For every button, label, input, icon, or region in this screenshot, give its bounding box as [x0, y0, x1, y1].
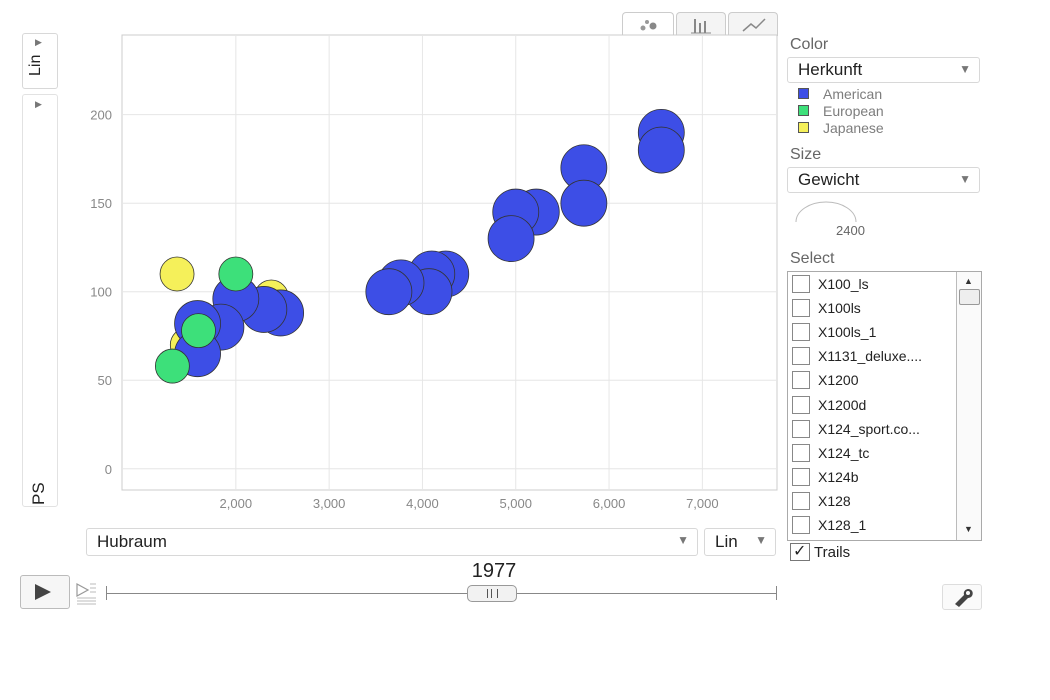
y-tick-label: 0: [105, 462, 112, 477]
tab-line-chart[interactable]: [728, 12, 778, 36]
y-tick-label: 100: [90, 285, 112, 300]
bubble-european[interactable]: [154, 348, 190, 384]
x-tick-label: 2,000: [220, 496, 253, 511]
trails-checkbox[interactable]: ✓: [790, 543, 810, 561]
list-item-checkbox[interactable]: [792, 443, 810, 462]
tab-bar-chart[interactable]: [676, 12, 726, 36]
y-tick-label: 150: [90, 196, 112, 211]
legend-swatch: [798, 122, 809, 133]
y-axis-select[interactable]: ▶ PS: [22, 94, 58, 507]
x-scale-label: Lin: [715, 532, 738, 551]
wrench-icon: [955, 589, 973, 607]
list-item-label: X1200d: [818, 396, 867, 413]
y-tick-label: 50: [98, 373, 112, 388]
time-slider-start-tick: [106, 586, 107, 600]
legend-label: European: [823, 103, 884, 119]
legend-label: Japanese: [823, 120, 884, 136]
bubble-american[interactable]: [637, 126, 685, 174]
time-slider-handle[interactable]: [467, 585, 517, 602]
list-item-label: X128_1: [818, 517, 867, 533]
list-item-label: X128: [818, 492, 851, 509]
list-item-checkbox[interactable]: [792, 491, 810, 510]
list-item-checkbox[interactable]: [792, 323, 810, 342]
chevron-down-icon: ▼: [959, 62, 971, 76]
chevron-down-icon: ▼: [959, 172, 971, 186]
legend-swatch: [798, 88, 809, 99]
scroll-thumb[interactable]: [959, 289, 980, 305]
y-tick-label: 200: [90, 108, 112, 123]
scatter-chart[interactable]: 2,000 3,000 4,000 5,000 6,000 7,000 0 50 100 150 2…: [0, 0, 790, 520]
list-item-checkbox[interactable]: [792, 516, 810, 534]
bar-chart-icon: [691, 19, 711, 34]
size-select[interactable]: Gewicht ▼: [787, 167, 980, 193]
list-item-label: X1131_deluxe....: [818, 348, 923, 365]
list-item-label: X100_ls: [818, 276, 869, 292]
list-item-label: X100ls_1: [818, 324, 877, 341]
bubble-japanese[interactable]: [159, 256, 195, 292]
list-item-label: X1200: [818, 372, 859, 389]
list-item-label: X124b: [818, 468, 859, 485]
x-axis-label: Hubraum: [97, 532, 167, 551]
scroll-down-icon[interactable]: ▼: [964, 524, 973, 534]
play-icon: [35, 584, 51, 600]
bubble-european[interactable]: [218, 256, 254, 292]
bubble-european[interactable]: [181, 313, 216, 349]
scroll-up-icon[interactable]: ▲: [964, 276, 973, 286]
bubble-american[interactable]: [487, 215, 535, 262]
list-item-checkbox[interactable]: [792, 299, 810, 318]
size-legend-value: 2400: [836, 223, 865, 238]
chevron-down-icon: ▼: [677, 533, 689, 547]
bubble-american[interactable]: [365, 268, 413, 316]
list-item-label: X124_tc: [818, 444, 870, 461]
legend-label: American: [823, 86, 883, 102]
play-button[interactable]: [20, 575, 70, 609]
list-item-checkbox[interactable]: [792, 467, 810, 486]
speed-control[interactable]: [74, 580, 100, 606]
chevron-right-icon: ▶: [35, 99, 42, 109]
x-tick-label: 6,000: [593, 496, 626, 511]
x-tick-label: 3,000: [313, 496, 346, 511]
select-panel-title: Select: [790, 250, 835, 267]
trails-label: Trails: [814, 544, 851, 561]
grip-icon: [491, 589, 492, 598]
line-chart-icon: [742, 18, 766, 32]
size-select-value: Gewicht: [798, 170, 860, 189]
list-item-checkbox[interactable]: [792, 347, 810, 366]
settings-button[interactable]: [942, 584, 982, 610]
list-item-label: X100ls: [818, 300, 861, 317]
x-tick-label: 5,000: [499, 496, 532, 511]
bubble-chart-icon: [640, 20, 657, 31]
x-scale-select[interactable]: Lin ▼: [704, 528, 776, 556]
grip-icon: [487, 589, 498, 598]
color-select-value: Herkunft: [798, 60, 863, 79]
time-slider-track[interactable]: [106, 593, 777, 594]
y-scale-select[interactable]: Lin ▶: [22, 33, 58, 89]
size-panel-title: Size: [790, 146, 822, 163]
list-item-checkbox[interactable]: [792, 395, 810, 414]
size-legend-arc: [795, 201, 857, 223]
tab-bubble-chart[interactable]: [622, 12, 674, 36]
list-item-checkbox[interactable]: [792, 275, 810, 293]
checkmark-icon: ✓: [793, 543, 807, 560]
color-select[interactable]: Herkunft ▼: [787, 57, 980, 83]
time-slider-end-tick: [776, 586, 777, 600]
speed-icon: [76, 582, 96, 605]
bubble-american[interactable]: [560, 179, 608, 227]
list-item-checkbox[interactable]: [792, 419, 810, 438]
year-label: 1977: [471, 560, 517, 582]
x-tick-label: 4,000: [406, 496, 439, 511]
list-item-checkbox[interactable]: [792, 371, 810, 390]
select-list[interactable]: [787, 271, 982, 541]
color-panel-title: Color: [790, 36, 829, 53]
chevron-right-icon: ▶: [35, 37, 42, 47]
scrollbar[interactable]: ▲ ▼: [956, 272, 981, 540]
legend-swatch: [798, 105, 809, 116]
x-tick-label: 7,000: [686, 496, 719, 511]
chevron-down-icon: ▼: [755, 533, 767, 547]
x-axis-select[interactable]: Hubraum ▼: [86, 528, 698, 556]
list-item-label: X124_sport.co...: [818, 420, 920, 437]
